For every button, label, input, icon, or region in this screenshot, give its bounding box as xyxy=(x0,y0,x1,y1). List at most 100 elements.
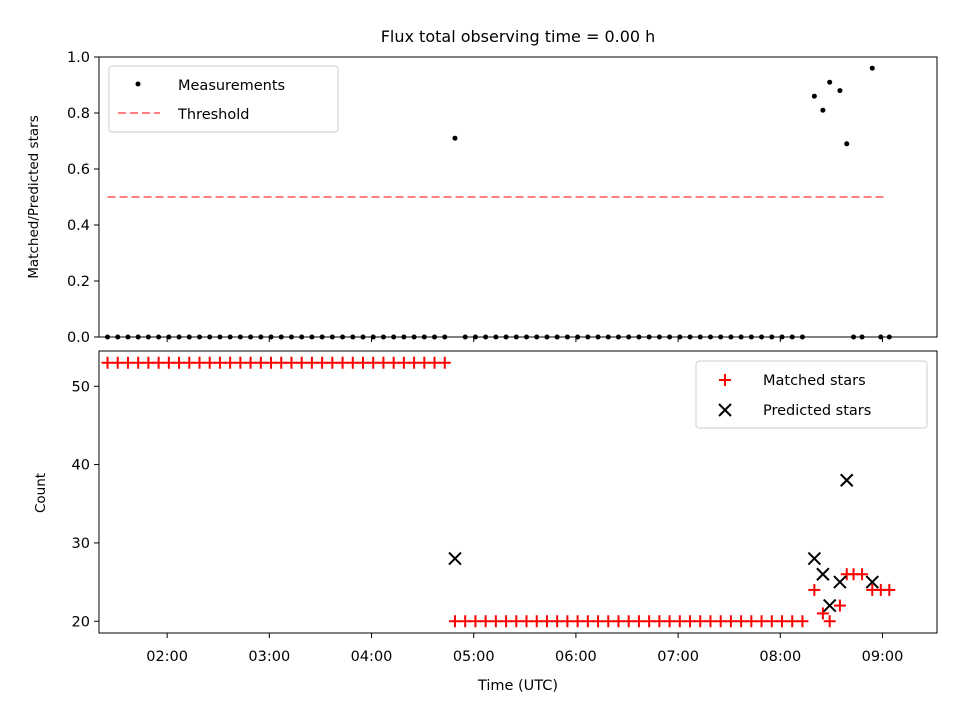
measurement-point xyxy=(350,334,356,340)
measurement-point xyxy=(145,334,151,340)
matched-star-point xyxy=(244,356,257,369)
measurement-point xyxy=(585,334,591,340)
measurement-point xyxy=(196,334,202,340)
measurement-point xyxy=(789,334,795,340)
matched-star-point xyxy=(622,615,635,628)
matched-star-point xyxy=(111,356,124,369)
measurement-point xyxy=(544,334,550,340)
matched-star-point xyxy=(530,615,543,628)
matched-star-point xyxy=(833,599,846,612)
matched-star-point xyxy=(856,568,869,581)
matched-star-point xyxy=(377,356,390,369)
matched-star-point xyxy=(234,356,247,369)
measurement-point xyxy=(248,334,254,340)
top-y-tick-label: 1.0 xyxy=(67,50,90,66)
top-legend-box xyxy=(108,65,339,133)
matched-star-point xyxy=(673,615,686,628)
bottom-legend-box xyxy=(695,360,928,429)
measurement-point xyxy=(859,334,865,340)
legend-label-measurements: Measurements xyxy=(178,78,285,94)
matched-star-point xyxy=(704,615,717,628)
measurement-point xyxy=(380,334,386,340)
x-tick-label: 08:00 xyxy=(759,649,801,665)
matched-star-point xyxy=(316,356,329,369)
measurement-point xyxy=(278,334,284,340)
measurement-point xyxy=(421,334,427,340)
measurement-point xyxy=(738,334,744,340)
measurement-point xyxy=(844,141,850,147)
bottom-legend: Matched stars Predicted stars xyxy=(695,360,928,429)
measurement-point xyxy=(718,334,724,340)
bottom-plot-marks xyxy=(101,356,896,628)
top-y-tick-label: 0.2 xyxy=(67,274,90,290)
measurement-point xyxy=(524,334,530,340)
measurement-point xyxy=(820,107,826,113)
measurement-point xyxy=(176,334,182,340)
matched-star-point xyxy=(571,615,584,628)
legend-label-matched: Matched stars xyxy=(763,373,866,389)
measurement-point xyxy=(105,334,111,340)
matched-star-point xyxy=(714,615,727,628)
matched-star-point xyxy=(152,356,165,369)
measurement-point xyxy=(615,334,621,340)
measurement-point xyxy=(288,334,294,340)
matched-star-point xyxy=(581,615,594,628)
matched-star-point xyxy=(735,615,748,628)
matched-star-point xyxy=(428,356,441,369)
matched-star-point xyxy=(561,615,574,628)
measurement-point xyxy=(329,334,335,340)
matched-star-point xyxy=(776,615,789,628)
measurement-point xyxy=(483,334,489,340)
measurement-point xyxy=(319,334,325,340)
top-y-ticks: 0.0 0.2 0.4 0.6 0.8 1.0 xyxy=(67,50,99,346)
measurement-point xyxy=(207,334,213,340)
matched-star-point xyxy=(551,615,564,628)
matched-star-point xyxy=(132,356,145,369)
predicted-star-point xyxy=(833,575,847,589)
matched-star-point xyxy=(162,356,175,369)
matched-star-point xyxy=(663,615,676,628)
measurement-point xyxy=(728,334,734,340)
measurement-point xyxy=(258,334,264,340)
matched-star-point xyxy=(500,615,513,628)
measurement-point xyxy=(472,334,478,340)
measurement-point xyxy=(554,334,560,340)
predicted-star-point xyxy=(816,567,830,581)
matched-star-point xyxy=(816,607,829,620)
matched-star-point xyxy=(346,356,359,369)
measurement-point xyxy=(493,334,499,340)
matched-star-point xyxy=(367,356,380,369)
measurement-point xyxy=(411,334,417,340)
bottom-axes-frame xyxy=(98,350,938,634)
measurement-point xyxy=(462,334,468,340)
matched-star-point xyxy=(510,615,523,628)
measurement-point xyxy=(166,334,172,340)
matched-star-point xyxy=(745,615,758,628)
bottom-y-ticks: 20 30 40 50 xyxy=(72,379,99,630)
predicted-star-point xyxy=(840,473,854,487)
legend-marker-matched xyxy=(719,374,731,386)
matched-star-point xyxy=(305,356,318,369)
matched-star-point xyxy=(387,356,400,369)
matched-star-point xyxy=(724,615,737,628)
matched-star-point xyxy=(612,615,625,628)
matched-star-point xyxy=(694,615,707,628)
measurement-point xyxy=(605,334,611,340)
matched-star-point xyxy=(883,583,896,596)
measurement-point xyxy=(799,334,805,340)
top-legend: Measurements Threshold xyxy=(108,65,339,133)
x-tick-label: 06:00 xyxy=(555,649,597,665)
measurement-point xyxy=(391,334,397,340)
matched-star-point xyxy=(336,356,349,369)
measurement-point xyxy=(503,334,509,340)
measurement-point xyxy=(697,334,703,340)
matched-star-point xyxy=(173,356,186,369)
matched-star-point xyxy=(823,615,836,628)
measurement-point xyxy=(442,334,448,340)
measurement-point xyxy=(217,334,223,340)
measurement-point xyxy=(452,135,458,141)
bottom-y-tick-label: 40 xyxy=(72,458,90,474)
matched-star-point xyxy=(786,615,799,628)
measurement-point xyxy=(748,334,754,340)
